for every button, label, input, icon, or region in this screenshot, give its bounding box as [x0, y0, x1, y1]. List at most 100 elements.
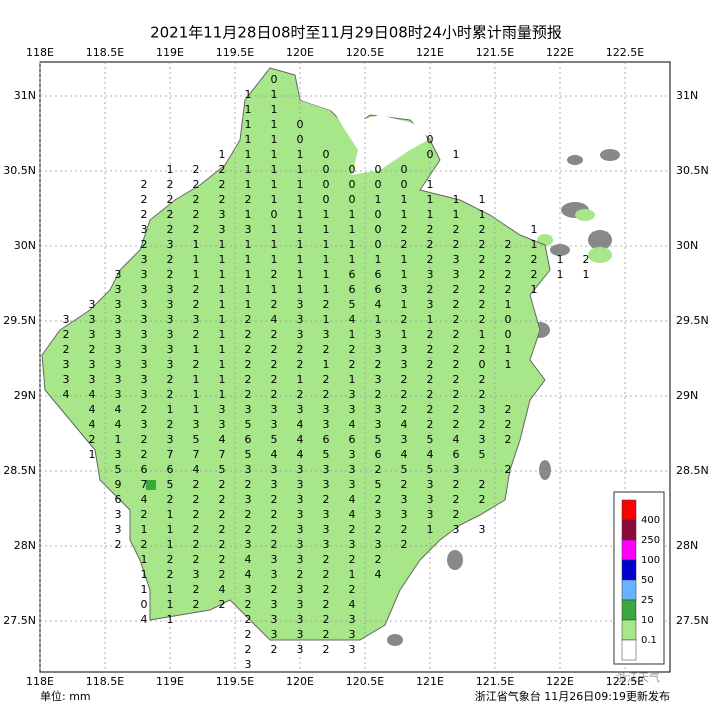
rain-value: 1 — [401, 298, 408, 311]
rain-value: 0 — [505, 313, 512, 326]
rain-value: 3 — [115, 298, 122, 311]
rain-value: 2 — [427, 283, 434, 296]
rain-value: 2 — [323, 493, 330, 506]
rain-value: 2 — [245, 313, 252, 326]
rain-value: 1 — [245, 238, 252, 251]
rain-value: 3 — [349, 448, 356, 461]
rain-value: 3 — [349, 403, 356, 416]
rain-value: 2 — [167, 208, 174, 221]
rain-value: 4 — [115, 418, 122, 431]
y-tick-label: 28N — [14, 539, 36, 552]
rain-value: 4 — [219, 583, 226, 596]
rain-value: 2 — [219, 193, 226, 206]
rain-value: 2 — [193, 283, 200, 296]
rain-value: 3 — [271, 628, 278, 641]
rain-value: 2 — [271, 343, 278, 356]
rain-value: 2 — [375, 358, 382, 371]
rain-value: 3 — [141, 298, 148, 311]
legend-label: 100 — [641, 555, 660, 566]
rain-value: 3 — [219, 418, 226, 431]
rain-value: 3 — [89, 358, 96, 371]
rain-value: 2 — [349, 553, 356, 566]
rain-value: 2 — [453, 418, 460, 431]
rain-value: 2 — [193, 508, 200, 521]
rain-value: 3 — [115, 388, 122, 401]
rain-value: 2 — [505, 238, 512, 251]
rain-value: 2 — [89, 433, 96, 446]
rain-value: 5 — [401, 463, 408, 476]
rain-value: 3 — [375, 328, 382, 341]
rain-value: 2 — [453, 493, 460, 506]
rain-value: 4 — [375, 568, 382, 581]
rain-value: 2 — [193, 478, 200, 491]
legend: 400 250 100 50 25 10 0.1 — [613, 491, 665, 665]
rain-value: 2 — [479, 268, 486, 281]
rain-value: 2 — [297, 358, 304, 371]
rain-value: 7 — [219, 448, 226, 461]
rain-value: 2 — [219, 478, 226, 491]
rain-value: 2 — [245, 388, 252, 401]
rain-value: 1 — [401, 253, 408, 266]
rain-value: 1 — [167, 523, 174, 536]
rain-value: 1 — [193, 343, 200, 356]
rain-value: 5 — [427, 463, 434, 476]
rain-value: 2 — [323, 553, 330, 566]
rain-value: 1 — [323, 223, 330, 236]
rain-value: 5 — [375, 478, 382, 491]
rain-value: 1 — [271, 133, 278, 146]
rain-value: 3 — [245, 658, 252, 671]
rain-value: 0 — [349, 163, 356, 176]
rain-value: 1 — [245, 298, 252, 311]
rain-value: 6 — [375, 283, 382, 296]
x-tick-label: 120.5E — [346, 46, 384, 59]
rain-value: 0 — [505, 328, 512, 341]
rain-value: 3 — [349, 628, 356, 641]
rain-value: 2 — [193, 358, 200, 371]
rain-value: 2 — [401, 478, 408, 491]
rain-value: 1 — [271, 163, 278, 176]
rain-value: 2 — [167, 178, 174, 191]
rain-value: 2 — [505, 403, 512, 416]
rain-value: 0 — [375, 223, 382, 236]
rain-value: 1 — [531, 283, 538, 296]
x-tick-label: 119.5E — [216, 675, 254, 688]
rain-value: 2 — [245, 358, 252, 371]
rain-value: 2 — [167, 373, 174, 386]
rain-value: 2 — [349, 358, 356, 371]
rain-value: 2 — [245, 478, 252, 491]
rain-value: 2 — [271, 358, 278, 371]
rain-value: 1 — [271, 253, 278, 266]
rain-value: 1 — [349, 253, 356, 266]
rain-value: 1 — [167, 508, 174, 521]
rain-value: 4 — [141, 613, 148, 626]
rain-value: 3 — [349, 463, 356, 476]
rain-value: 1 — [427, 208, 434, 221]
rain-value: 0 — [271, 73, 278, 86]
rain-value: 1 — [219, 148, 226, 161]
rain-value: 4 — [271, 313, 278, 326]
rain-value: 1 — [193, 268, 200, 281]
rain-value: 3 — [115, 283, 122, 296]
y-tick-label: 29.5N — [676, 314, 709, 327]
rain-value: 1 — [427, 178, 434, 191]
watermark: 浙江天气 — [616, 670, 660, 684]
rain-value: 1 — [245, 118, 252, 131]
rain-value: 4 — [271, 448, 278, 461]
rain-value: 5 — [427, 433, 434, 446]
rain-value: 1 — [297, 238, 304, 251]
source: 浙江省气象台 11月26日09:19更新发布 — [475, 689, 670, 703]
rain-value: 2 — [375, 553, 382, 566]
rain-value: 5 — [479, 448, 486, 461]
rain-value: 3 — [271, 418, 278, 431]
rain-value: 2 — [453, 403, 460, 416]
rain-value: 2 — [271, 373, 278, 386]
rain-value: 3 — [167, 238, 174, 251]
rain-value: 2 — [479, 238, 486, 251]
x-tick-label: 118E — [26, 46, 54, 59]
rain-value: 3 — [323, 463, 330, 476]
rain-value: 4 — [141, 493, 148, 506]
rain-value: 3 — [453, 253, 460, 266]
rain-value: 2 — [505, 268, 512, 281]
rain-value: 2 — [401, 403, 408, 416]
rain-value: 3 — [167, 343, 174, 356]
